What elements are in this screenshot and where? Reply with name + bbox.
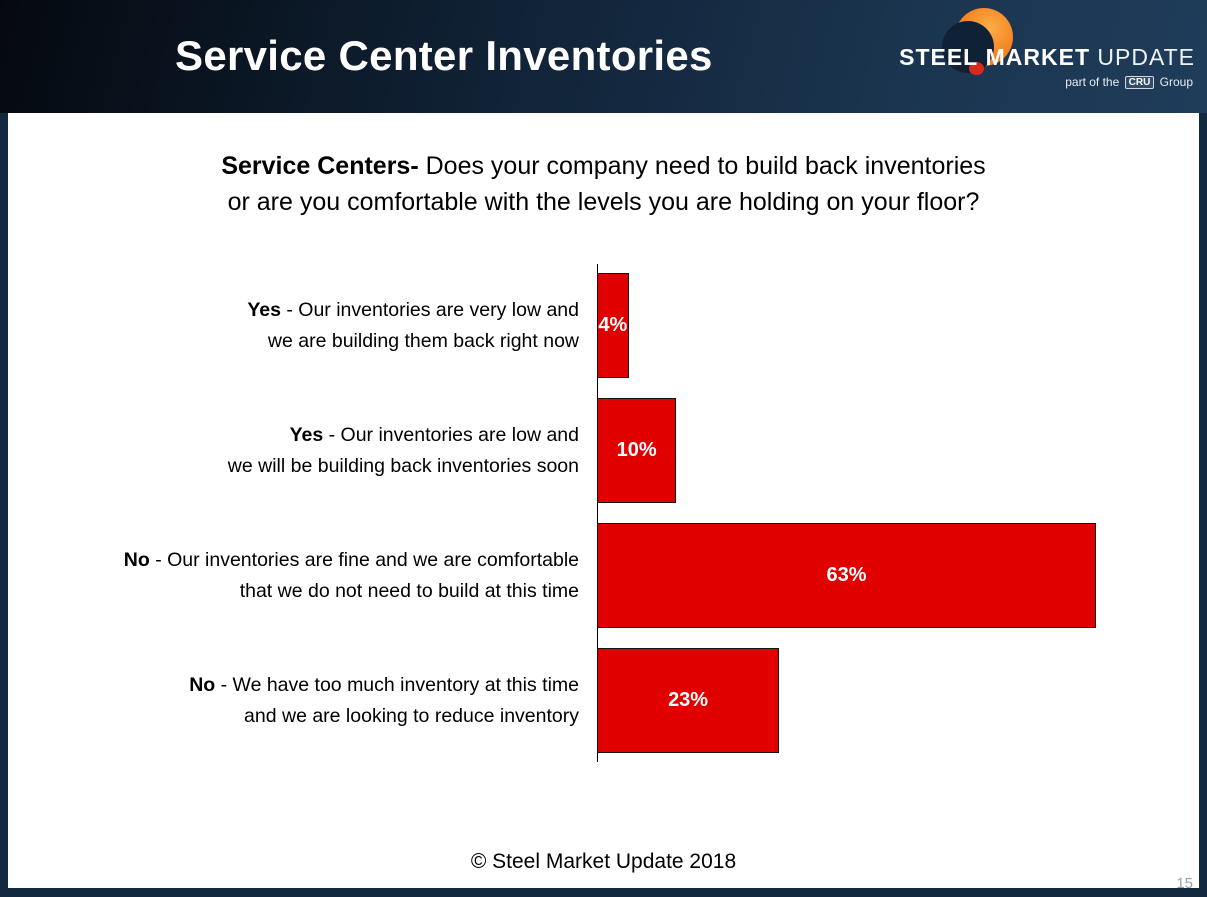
smu-brand-text: STEEL MARKET UPDATE <box>895 44 1195 71</box>
bar-chart: Yes - Our inventories are very low and w… <box>8 264 1199 762</box>
bar: 23% <box>597 648 780 753</box>
category-label: No - We have too much inventory at this … <box>8 670 597 730</box>
smu-tagline: part of the CRU Group <box>895 75 1193 89</box>
survey-question: Service Centers- Does your company need … <box>8 149 1199 220</box>
category-line-1: Yes - Our inventories are very low and <box>8 295 579 325</box>
header-band: Service Center Inventories STEEL MARKET … <box>0 0 1207 113</box>
category-line-2: we will be building back inventories soo… <box>227 454 579 477</box>
bar-value-label: 23% <box>668 689 709 711</box>
category-bold-prefix: No <box>189 674 216 697</box>
category-line-2: that we do not need to build at this tim… <box>239 579 579 602</box>
category-bold-prefix: No <box>123 549 150 572</box>
bar: 63% <box>597 523 1096 628</box>
category-label: Yes - Our inventories are low and we wil… <box>8 420 597 480</box>
category-label: No - Our inventories are fine and we are… <box>8 545 597 605</box>
bar-value-label: 4% <box>598 314 628 336</box>
tagline-prefix: part of the <box>1065 75 1120 89</box>
chart-row: No - We have too much inventory at this … <box>8 648 1199 753</box>
category-label: Yes - Our inventories are very low and w… <box>8 295 597 355</box>
y-axis-line <box>597 264 598 762</box>
brand-update: UPDATE <box>1097 44 1195 70</box>
bar: 4% <box>597 273 629 378</box>
bar-value-label: 10% <box>616 439 657 461</box>
bar-area: 23% <box>597 648 1199 753</box>
category-line-1: No - Our inventories are fine and we are… <box>8 545 579 575</box>
page-number: 15 <box>1176 875 1193 888</box>
slide-body: Service Centers- Does your company need … <box>8 113 1199 888</box>
category-line-1: No - We have too much inventory at this … <box>8 670 579 700</box>
category-line-2: we are building them back right now <box>267 329 579 352</box>
brand-market: MARKET <box>985 44 1091 70</box>
category-bold-prefix: Yes <box>289 424 324 447</box>
bar-value-label: 63% <box>826 564 867 586</box>
category-line1-text: - Our inventories are low and <box>328 424 579 447</box>
bar: 10% <box>597 398 677 503</box>
bar-area: 63% <box>597 523 1199 628</box>
copyright-text: © Steel Market Update 2018 <box>470 850 737 873</box>
category-bold-prefix: Yes <box>247 299 281 322</box>
chart-row: Yes - Our inventories are low and we wil… <box>8 398 1199 503</box>
category-line-2: and we are looking to reduce inventory <box>244 704 579 727</box>
smu-flame-dot-icon <box>969 62 984 75</box>
question-lead: Service Centers- <box>221 152 419 180</box>
question-line1-text: Does your company need to build back inv… <box>425 152 986 180</box>
category-line1-text: - Our inventories are very low and <box>286 299 579 322</box>
slide-title: Service Center Inventories <box>175 32 713 79</box>
category-line1-text: - Our inventories are fine and we are co… <box>155 549 579 572</box>
chart-row: Yes - Our inventories are very low and w… <box>8 273 1199 378</box>
bar-area: 10% <box>597 398 1199 503</box>
bar-area: 4% <box>597 273 1199 378</box>
tagline-suffix: Group <box>1159 75 1193 89</box>
cru-badge: CRU <box>1124 76 1155 89</box>
smu-flame-icon <box>942 8 1013 73</box>
question-line-1: Service Centers- Does your company need … <box>8 149 1199 185</box>
category-line-1: Yes - Our inventories are low and <box>8 420 579 450</box>
chart-row: No - Our inventories are fine and we are… <box>8 523 1199 628</box>
question-line-2: or are you comfortable with the levels y… <box>227 187 980 216</box>
smu-logo: STEEL MARKET UPDATE part of the CRU Grou… <box>895 4 1195 108</box>
brand-steel: STEEL <box>899 44 979 70</box>
category-line1-text: - We have too much inventory at this tim… <box>220 674 579 697</box>
chart-rows: Yes - Our inventories are very low and w… <box>8 264 1199 762</box>
